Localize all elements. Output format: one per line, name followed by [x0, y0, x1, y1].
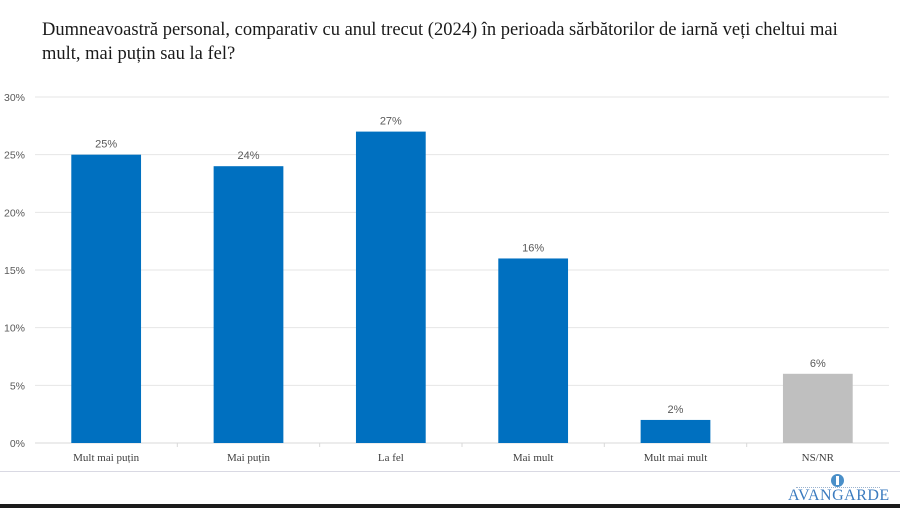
y-axis-tick-labels: 0% 5% 10% 15% 20% 25% 30% — [4, 92, 25, 450]
data-label: 16% — [522, 242, 544, 254]
logo-tagline — [796, 487, 880, 490]
y-tick-label: 25% — [4, 150, 25, 162]
y-tick-label: 30% — [4, 92, 25, 104]
footer-divider — [0, 471, 900, 472]
y-tick-label: 20% — [4, 207, 25, 219]
data-label: 2% — [668, 404, 684, 416]
bottom-band — [0, 504, 900, 508]
bars — [71, 131, 853, 443]
y-tick-label: 15% — [4, 265, 25, 277]
bar — [640, 419, 711, 443]
bar — [355, 131, 426, 443]
data-labels: 25% 24% 27% 16% 2% 6% — [95, 116, 826, 416]
y-tick-label: 0% — [10, 438, 25, 450]
bar — [498, 258, 569, 443]
x-tick-label: Mult mai mult — [644, 452, 708, 464]
avangarde-logo-icon — [831, 474, 844, 487]
bar — [213, 166, 284, 443]
data-label: 24% — [237, 150, 259, 162]
bar — [782, 373, 853, 443]
data-label: 27% — [380, 116, 402, 128]
logo-text: AVANGARDE — [788, 487, 890, 504]
x-tick-label: Mai puțin — [227, 452, 271, 464]
x-tick-label: La fel — [378, 452, 404, 464]
data-label: 25% — [95, 139, 117, 151]
y-tick-label: 5% — [10, 380, 25, 392]
data-label: 6% — [810, 358, 826, 370]
chart-title: Dumneavoastră personal, comparativ cu an… — [42, 20, 838, 64]
x-tick-label: Mult mai puțin — [73, 452, 140, 464]
x-axis-tick-labels: Mult mai puțin Mai puțin La fel Mai mult Mul… — [73, 452, 835, 464]
gridlines — [35, 96, 889, 447]
y-tick-label: 10% — [4, 323, 25, 335]
x-tick-label: NS/NR — [802, 452, 835, 464]
x-tick-label: Mai mult — [513, 452, 554, 464]
avangarde-logo: AVANGARDE — [788, 474, 890, 504]
bar — [71, 154, 142, 443]
